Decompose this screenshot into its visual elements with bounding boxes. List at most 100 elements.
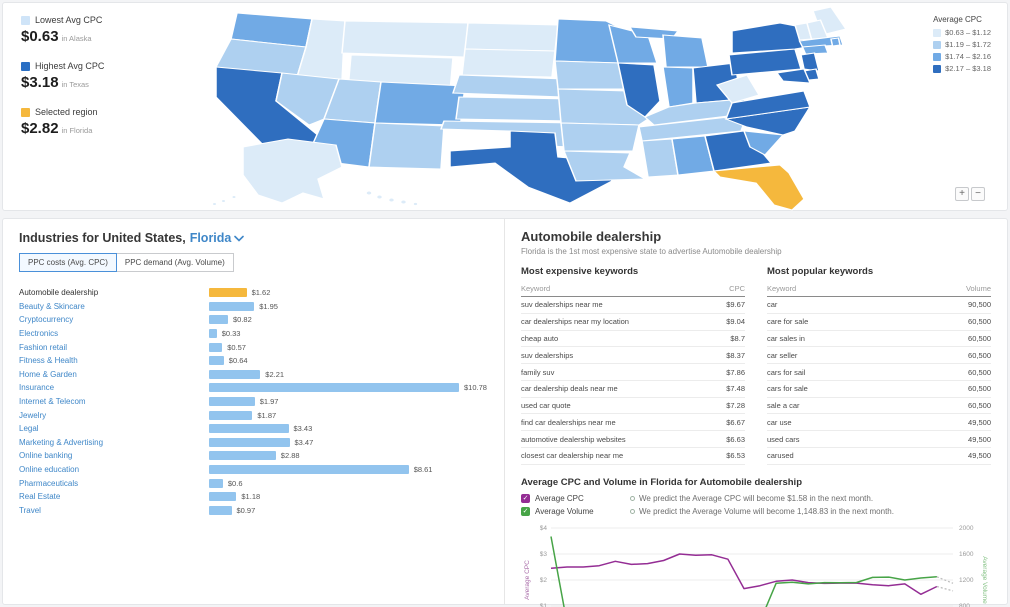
legend-swatch	[933, 40, 942, 49]
stat-label: Highest Avg CPC	[35, 61, 105, 71]
state-AK[interactable]	[242, 138, 343, 204]
expensive-keyword-row: automotive dealership websites $6.63	[521, 430, 745, 449]
state-NJ[interactable]	[800, 52, 820, 72]
industry-label[interactable]: Cryptocurrency	[19, 315, 74, 325]
legend-row: $1.74 – $2.16	[933, 52, 991, 61]
column-header: Keyword	[521, 282, 712, 297]
stat-value: $3.18	[21, 74, 59, 91]
industry-value: $0.97	[236, 505, 256, 515]
trend-legend-label: Average CPC	[535, 493, 584, 503]
state-CT[interactable]	[801, 44, 829, 55]
industry-label[interactable]: Real Estate	[19, 492, 61, 502]
industry-label[interactable]: Insurance	[19, 383, 55, 393]
industry-value: $10.78	[464, 383, 487, 393]
average-volume-checkbox[interactable]: ✓	[521, 506, 530, 516]
left-axis-tick: $1	[540, 603, 548, 607]
industry-bar	[209, 424, 289, 434]
trend-chart: $0400$1800$21200$31600$42000MayJunJulAug…	[521, 520, 991, 607]
state-TX[interactable]	[449, 130, 613, 204]
industry-label[interactable]: Online education	[19, 465, 80, 475]
industry-label[interactable]: Online banking	[19, 451, 73, 461]
chevron-down-icon	[234, 235, 245, 242]
state-MI[interactable]	[662, 34, 709, 68]
value-cell: 60,500	[906, 363, 991, 381]
state-LA[interactable]	[563, 150, 647, 182]
industries-panel: Industries for United States, Florida PP…	[3, 219, 504, 604]
tab-ppc-costs[interactable]: PPC costs (Avg. CPC)	[19, 253, 117, 272]
industry-row: Home & Garden $2.21	[19, 368, 488, 382]
industry-value: $0.57	[227, 342, 246, 352]
industry-bar-track: $10.78	[209, 383, 488, 393]
industry-label[interactable]: Pharmaceuticals	[19, 478, 79, 488]
state-MD[interactable]	[775, 68, 812, 84]
state-AK[interactable]	[231, 195, 237, 199]
industry-label[interactable]: Internet & Telecom	[19, 397, 86, 407]
legend-swatch	[933, 64, 942, 73]
detail-subtitle: Florida is the 1st most expensive state …	[521, 247, 782, 256]
industry-value: $0.82	[233, 315, 252, 325]
state-KS[interactable]	[455, 96, 574, 122]
industry-value: $1.97	[259, 397, 279, 407]
state-ND[interactable]	[464, 22, 559, 52]
state-GA[interactable]	[704, 130, 773, 172]
state-AK[interactable]	[220, 199, 227, 203]
state-SC[interactable]	[742, 130, 785, 156]
state-HI[interactable]	[365, 190, 373, 196]
expensive-keyword-row: car dealerships near my location $9.04	[521, 313, 745, 331]
stat-location: in Florida	[61, 126, 93, 135]
value-cell: $6.63	[711, 430, 745, 449]
legend-swatch	[933, 28, 942, 37]
industry-label[interactable]: Beauty & Skincare	[19, 301, 85, 311]
state-IL[interactable]	[617, 62, 661, 118]
state-HI[interactable]	[387, 197, 396, 203]
stat-swatch	[21, 107, 30, 117]
industry-label[interactable]: Home & Garden	[19, 369, 77, 379]
zoom-out-button[interactable]: −	[971, 187, 985, 201]
right-axis-tick: 2000	[959, 525, 974, 532]
keyword-cell: cars for sail	[767, 363, 907, 381]
state-CO[interactable]	[374, 81, 466, 126]
state-HI[interactable]	[412, 201, 419, 207]
state-VA[interactable]	[724, 90, 811, 120]
state-AR[interactable]	[560, 122, 640, 152]
state-IN[interactable]	[662, 66, 694, 108]
industry-label[interactable]: Legal	[19, 424, 39, 434]
us-map-container	[195, 5, 855, 218]
state-NV[interactable]	[275, 72, 340, 126]
value-cell: 49,500	[906, 447, 991, 465]
industry-bar	[209, 288, 247, 298]
series-prediction	[936, 585, 954, 592]
state-WV[interactable]	[715, 74, 760, 104]
industry-label[interactable]: Fashion retail	[19, 342, 68, 352]
state-NE[interactable]	[452, 74, 565, 98]
right-axis-label: Average Volume	[981, 556, 988, 604]
tab-ppc-demand[interactable]: PPC demand (Avg. Volume)	[115, 253, 234, 272]
state-FL[interactable]	[712, 164, 805, 211]
industry-label[interactable]: Electronics	[19, 329, 59, 339]
industry-value: $0.64	[228, 356, 248, 366]
state-MT[interactable]	[341, 20, 469, 58]
right-axis-tick: 800	[959, 603, 970, 607]
value-cell: 49,500	[906, 430, 991, 449]
keyword-cell: find car dealerships near me	[521, 413, 712, 432]
map-zoom-controls: + −	[955, 187, 985, 201]
state-HI[interactable]	[399, 199, 408, 205]
state-SD[interactable]	[461, 48, 556, 78]
expensive-keyword-row: car dealership deals near me $7.48	[521, 380, 745, 398]
industry-label[interactable]: Travel	[19, 505, 41, 515]
zoom-in-button[interactable]: +	[955, 187, 969, 201]
region-selector[interactable]: Florida	[190, 231, 245, 245]
state-RI[interactable]	[830, 37, 841, 47]
average-cpc-checkbox[interactable]: ✓	[521, 493, 530, 503]
industry-label[interactable]: Jewelry	[19, 410, 47, 420]
popular-keyword-row: care for sale 60,500	[767, 313, 991, 331]
state-HI[interactable]	[375, 194, 384, 200]
industry-label[interactable]: Marketing & Advertising	[19, 437, 104, 447]
stat-label: Selected region	[35, 107, 98, 117]
industry-bar-track: $1.87	[209, 410, 488, 420]
most-expensive-keywords-table: Most expensive keywords Keyword CPC suv de…	[521, 266, 745, 465]
state-NM[interactable]	[368, 122, 445, 170]
industry-row: Internet & Telecom $1.97	[19, 395, 488, 409]
state-AK[interactable]	[211, 202, 218, 206]
industry-label[interactable]: Fitness & Health	[19, 356, 78, 366]
